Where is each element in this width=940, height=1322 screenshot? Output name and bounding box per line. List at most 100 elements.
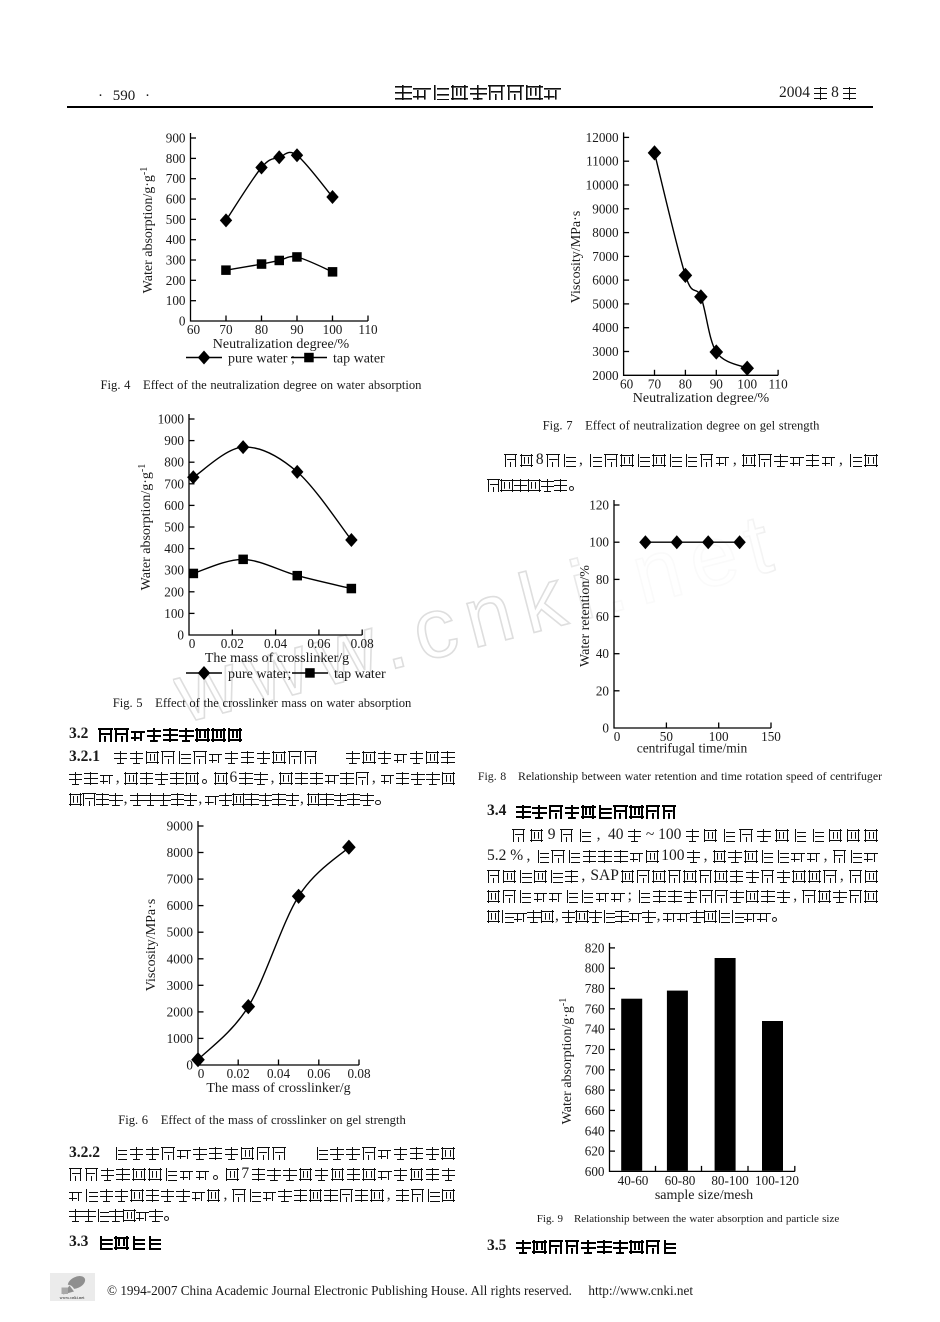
svg-text:700: 700 xyxy=(164,476,184,491)
svg-text:70: 70 xyxy=(648,377,662,392)
svg-text:800: 800 xyxy=(585,961,605,976)
svg-text:620: 620 xyxy=(585,1144,605,1159)
svg-text:tap water: tap water xyxy=(334,667,386,682)
svg-text:centrifugal time/min: centrifugal time/min xyxy=(637,741,748,756)
svg-text:0.04: 0.04 xyxy=(264,636,287,651)
svg-text:110: 110 xyxy=(768,377,788,392)
svg-text:820: 820 xyxy=(585,940,605,955)
svg-text:60: 60 xyxy=(187,322,201,337)
svg-text:640: 640 xyxy=(585,1123,605,1138)
svg-text:Neutralization degree/%: Neutralization degree/% xyxy=(633,391,770,406)
svg-text:150: 150 xyxy=(761,729,781,744)
svg-text:400: 400 xyxy=(164,541,184,556)
svg-text:Viscosity/MPa·s: Viscosity/MPa·s xyxy=(569,211,584,304)
svg-text:0.06: 0.06 xyxy=(307,1066,330,1081)
svg-text:500: 500 xyxy=(166,212,186,227)
svg-text:800: 800 xyxy=(164,455,184,470)
svg-text:200: 200 xyxy=(166,273,186,288)
svg-text:0: 0 xyxy=(179,314,186,329)
svg-text:680: 680 xyxy=(585,1083,605,1098)
svg-text:Water absorption/g·g-1: Water absorption/g·g-1 xyxy=(558,998,575,1125)
svg-text:Water retention/%: Water retention/% xyxy=(578,565,593,667)
svg-text:0.02: 0.02 xyxy=(221,636,244,651)
svg-text:pure water ;: pure water ; xyxy=(228,352,295,367)
svg-text:100: 100 xyxy=(737,377,757,392)
svg-text:pure water;: pure water; xyxy=(228,667,291,682)
svg-text:3000: 3000 xyxy=(167,978,194,993)
svg-text:· 590 ·: · 590 · xyxy=(98,88,150,104)
svg-text:4000: 4000 xyxy=(167,951,194,966)
svg-text:720: 720 xyxy=(585,1042,605,1057)
svg-text:100-120: 100-120 xyxy=(755,1173,799,1188)
svg-text:740: 740 xyxy=(585,1022,605,1037)
svg-text:tap water: tap water xyxy=(333,352,385,367)
svg-text:50: 50 xyxy=(660,729,674,744)
svg-text:0: 0 xyxy=(186,1058,193,1073)
svg-text:400: 400 xyxy=(166,232,186,247)
svg-text:0.06: 0.06 xyxy=(307,636,330,651)
svg-text:7000: 7000 xyxy=(167,872,194,887)
svg-text:3000: 3000 xyxy=(592,344,619,359)
svg-text:660: 660 xyxy=(585,1103,605,1118)
svg-text:9000: 9000 xyxy=(592,201,619,216)
svg-text:Fig. 7 Effect of neutralizati: Fig. 7 Effect of neutralization degree o… xyxy=(543,419,820,433)
svg-text:900: 900 xyxy=(166,131,186,146)
svg-text:Fig. 9 Relationship between t: Fig. 9 Relationship between the water ab… xyxy=(537,1213,840,1225)
svg-text:90: 90 xyxy=(710,377,724,392)
svg-text:8000: 8000 xyxy=(592,225,619,240)
svg-text:100: 100 xyxy=(323,322,343,337)
svg-text:600: 600 xyxy=(585,1164,605,1179)
svg-text:Neutralization degree/%: Neutralization degree/% xyxy=(213,337,350,352)
svg-text:60: 60 xyxy=(596,609,610,624)
svg-text:70: 70 xyxy=(219,322,233,337)
svg-text:40-60: 40-60 xyxy=(618,1173,649,1188)
svg-text:Water absorption/g·g-1: Water absorption/g·g-1 xyxy=(139,167,156,294)
svg-text:0.08: 0.08 xyxy=(351,636,374,651)
svg-text:11000: 11000 xyxy=(586,154,619,169)
svg-text:The mass of crosslinker/g: The mass of crosslinker/g xyxy=(205,651,349,666)
svg-text:0: 0 xyxy=(602,721,609,736)
svg-text:80-100: 80-100 xyxy=(711,1173,749,1188)
svg-text:Fig. 4 Effect of the neutrali: Fig. 4 Effect of the neutralization degr… xyxy=(101,378,423,392)
svg-text:300: 300 xyxy=(164,563,184,578)
svg-text:Viscosity/MPa·s: Viscosity/MPa·s xyxy=(144,899,159,992)
svg-text:700: 700 xyxy=(166,171,186,186)
svg-text:0: 0 xyxy=(198,1066,205,1081)
svg-text:600: 600 xyxy=(164,498,184,513)
svg-text:sample size/mesh: sample size/mesh xyxy=(655,1188,753,1203)
svg-text:110: 110 xyxy=(358,322,378,337)
svg-text:100: 100 xyxy=(589,535,609,550)
svg-text:© 1994-2007 China Academic Jou: © 1994-2007 China Academic Journal Elect… xyxy=(107,1283,693,1298)
svg-text:7000: 7000 xyxy=(592,249,619,264)
svg-text:20: 20 xyxy=(596,683,610,698)
svg-text:300: 300 xyxy=(166,253,186,268)
svg-text:800: 800 xyxy=(166,151,186,166)
svg-text:6000: 6000 xyxy=(167,898,194,913)
svg-text:12000: 12000 xyxy=(586,130,619,145)
svg-text:9000: 9000 xyxy=(167,819,194,834)
svg-text:90: 90 xyxy=(290,322,304,337)
svg-text:760: 760 xyxy=(585,1001,605,1016)
svg-text:0.08: 0.08 xyxy=(347,1066,370,1081)
svg-text:0.04: 0.04 xyxy=(267,1066,290,1081)
svg-text:60: 60 xyxy=(620,377,634,392)
svg-text:10000: 10000 xyxy=(586,178,619,193)
svg-text:2000: 2000 xyxy=(167,1004,194,1019)
svg-text:700: 700 xyxy=(585,1062,605,1077)
svg-text:www.cnki.net: www.cnki.net xyxy=(60,1295,86,1300)
svg-text:200: 200 xyxy=(164,584,184,599)
svg-text:100: 100 xyxy=(709,729,729,744)
svg-text:900: 900 xyxy=(164,433,184,448)
svg-text:Fig. 8 Relationship between w: Fig. 8 Relationship between water retent… xyxy=(478,769,882,783)
svg-text:100: 100 xyxy=(164,606,184,621)
svg-text:60-80: 60-80 xyxy=(665,1173,696,1188)
svg-text:1000: 1000 xyxy=(167,1031,194,1046)
svg-text:Fig. 6 Effect of the mass of: Fig. 6 Effect of the mass of crosslinker… xyxy=(118,1113,406,1127)
svg-text:6000: 6000 xyxy=(592,273,619,288)
svg-text:120: 120 xyxy=(589,498,609,513)
svg-text:80: 80 xyxy=(596,572,610,587)
svg-text:40: 40 xyxy=(596,646,610,661)
svg-text:600: 600 xyxy=(166,192,186,207)
svg-text:0: 0 xyxy=(189,636,196,651)
svg-text:5000: 5000 xyxy=(592,296,619,311)
